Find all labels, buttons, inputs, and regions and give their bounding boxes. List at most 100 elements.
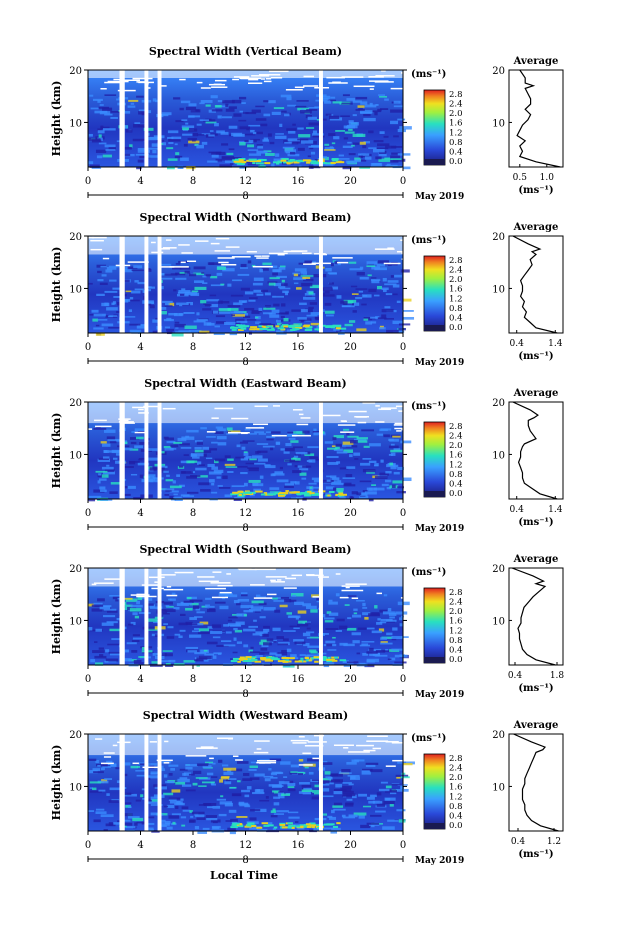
heatmap-cell bbox=[243, 628, 256, 632]
heatmap-cell bbox=[190, 109, 201, 113]
heatmap-cell bbox=[294, 641, 306, 645]
heatmap-cell bbox=[144, 618, 158, 622]
heatmap-cell bbox=[232, 322, 241, 325]
heatmap-gap-streak bbox=[232, 78, 239, 81]
heatmap-cell bbox=[377, 260, 390, 264]
heatmap-cell bbox=[137, 159, 144, 163]
heatmap-cell bbox=[100, 498, 113, 501]
heatmap-cell bbox=[282, 290, 289, 294]
heatmap-cell bbox=[101, 622, 114, 626]
heatmap-cell bbox=[302, 430, 310, 434]
heatmap-cell bbox=[188, 329, 202, 333]
heatmap-cell bbox=[236, 815, 248, 818]
heatmap-cell bbox=[268, 312, 276, 315]
heatmap-cell bbox=[385, 789, 398, 793]
heatmap-cell bbox=[366, 658, 379, 663]
heatmap-cell bbox=[320, 657, 328, 660]
heatmap-cell bbox=[152, 150, 157, 154]
heatmap-cell bbox=[233, 498, 243, 501]
heatmap-cell bbox=[190, 453, 204, 457]
heatmap-cell bbox=[185, 767, 193, 770]
heatmap-cell bbox=[297, 138, 309, 141]
heatmap-cell bbox=[102, 615, 116, 618]
heatmap-cell bbox=[265, 431, 273, 434]
heatmap-cell bbox=[338, 491, 344, 494]
heatmap-cell bbox=[131, 431, 138, 433]
heatmap-gap-streak bbox=[387, 247, 394, 249]
date-label: May 2019 bbox=[415, 524, 464, 534]
heatmap-cell bbox=[106, 464, 110, 467]
heatmap-cell bbox=[401, 477, 412, 482]
heatmap-cell bbox=[245, 455, 252, 459]
heatmap-cell bbox=[215, 315, 226, 318]
heatmap-cell bbox=[313, 792, 322, 795]
heatmap-gap-streak bbox=[307, 741, 327, 743]
colorbar-tick-label: 0.8 bbox=[449, 470, 463, 480]
heatmap-cell bbox=[388, 612, 397, 616]
heatmap-gap-streak bbox=[228, 737, 234, 740]
heatmap-cell bbox=[189, 819, 196, 823]
heatmap-cell bbox=[381, 483, 389, 487]
heatmap-cell bbox=[244, 291, 254, 295]
heatmap-gap-streak bbox=[254, 568, 276, 571]
heatmap-cell bbox=[374, 112, 378, 116]
heatmap-cell bbox=[115, 440, 122, 442]
heatmap-gap-streak bbox=[363, 749, 376, 752]
x-tick-label: 16 bbox=[292, 508, 305, 519]
heatmap-gap-streak bbox=[298, 413, 304, 416]
heatmap-cell bbox=[285, 490, 289, 493]
heatmap-cell bbox=[138, 324, 147, 327]
heatmap-cell bbox=[102, 443, 111, 447]
heatmap-cell bbox=[247, 822, 255, 825]
heatmap-cell bbox=[311, 477, 320, 481]
heatmap-cell bbox=[197, 461, 202, 465]
heatmap-cell bbox=[371, 630, 382, 634]
heatmap-cell bbox=[373, 140, 384, 143]
heatmap-cell bbox=[397, 761, 403, 764]
heatmap-cell bbox=[103, 829, 108, 832]
heatmap-cell bbox=[340, 790, 354, 794]
heatmap-cell bbox=[96, 426, 101, 429]
heatmap-cell bbox=[266, 638, 274, 642]
heatmap-cell bbox=[244, 794, 250, 798]
colorbar-tick-label: 2.4 bbox=[449, 100, 463, 110]
heatmap-gap-streak bbox=[270, 581, 285, 583]
heatmap-cell bbox=[193, 627, 199, 630]
heatmap-cell bbox=[378, 94, 386, 96]
heatmap-gap-streak bbox=[132, 77, 153, 80]
heatmap-upper-sparse bbox=[88, 568, 403, 587]
heatmap-cell bbox=[357, 159, 367, 162]
heatmap-cell bbox=[366, 796, 375, 800]
heatmap-cell bbox=[342, 782, 352, 784]
heatmap-cell bbox=[354, 157, 361, 161]
heatmap-cell bbox=[88, 810, 95, 813]
heatmap-cell bbox=[189, 617, 197, 620]
heatmap-cell bbox=[326, 658, 335, 661]
colorbar-tick-label: 2.4 bbox=[449, 764, 463, 774]
heatmap-gap-streak bbox=[210, 582, 231, 584]
heatmap-cell bbox=[271, 163, 275, 167]
heatmap-cell bbox=[389, 657, 396, 661]
heatmap-cell bbox=[194, 449, 204, 453]
heatmap-cell bbox=[267, 328, 275, 331]
heatmap-cell bbox=[277, 792, 285, 796]
colorbar-tick-label: 2.4 bbox=[449, 432, 463, 442]
heatmap-cell bbox=[249, 328, 255, 331]
heatmap-cell bbox=[375, 156, 382, 160]
heatmap-cell bbox=[238, 802, 249, 806]
heatmap-gap-streak bbox=[214, 79, 227, 82]
heatmap-cell bbox=[108, 651, 122, 654]
heatmap-gap-streak bbox=[151, 251, 164, 254]
heatmap-gap-streak bbox=[235, 759, 243, 761]
heatmap-gap-streak bbox=[138, 408, 144, 411]
heatmap-cell bbox=[136, 95, 144, 98]
heatmap-cell bbox=[356, 328, 367, 332]
heatmap-cell bbox=[190, 815, 194, 818]
heatmap-cell bbox=[255, 451, 259, 454]
heatmap-cell bbox=[374, 654, 388, 657]
heatmap-cell bbox=[338, 154, 344, 157]
heatmap-cell bbox=[276, 330, 284, 333]
heatmap-cell bbox=[342, 816, 356, 819]
colorbar-tick-label: 0.8 bbox=[449, 802, 463, 812]
heatmap-cell bbox=[149, 479, 160, 483]
